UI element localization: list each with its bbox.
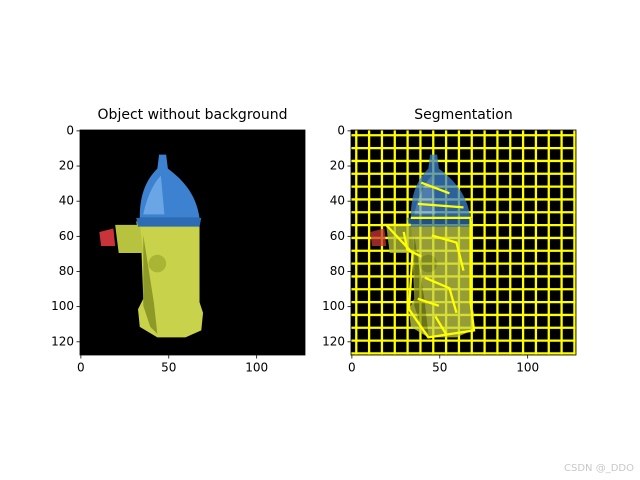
y-tick-label: 120	[51, 334, 74, 348]
y-tick-label: 80	[330, 264, 345, 278]
chart-title: Segmentation	[414, 107, 512, 123]
x-tick-label: 0	[77, 361, 85, 375]
image	[351, 130, 576, 355]
image	[80, 130, 305, 355]
x-tick-label: 50	[432, 361, 447, 375]
watermark: CSDN @_DDO	[564, 463, 634, 474]
y-tick-label: 0	[66, 123, 74, 137]
segment-outline	[383, 216, 476, 339]
y-tick-label: 0	[337, 123, 345, 137]
y-tick-label: 60	[59, 229, 74, 243]
x-tick-label: 0	[348, 361, 356, 375]
y-tick-label: 60	[330, 229, 345, 243]
y-tick-label: 20	[59, 159, 74, 173]
segment-outline	[402, 181, 465, 335]
y-tick-label: 20	[330, 159, 345, 173]
x-tick-label: 100	[516, 361, 539, 375]
axes-frame	[350, 129, 577, 356]
x-tick-label: 50	[161, 361, 176, 375]
y-tick-label: 40	[59, 194, 74, 208]
y-tick-label: 100	[322, 299, 345, 313]
y-tick-label: 40	[330, 194, 345, 208]
y-tick-label: 80	[59, 264, 74, 278]
axes-frame	[79, 129, 306, 356]
x-tick-label: 100	[245, 361, 268, 375]
y-tick-label: 100	[51, 299, 74, 313]
chart-title: Object without background	[98, 107, 288, 123]
y-tick-label: 120	[322, 334, 345, 348]
